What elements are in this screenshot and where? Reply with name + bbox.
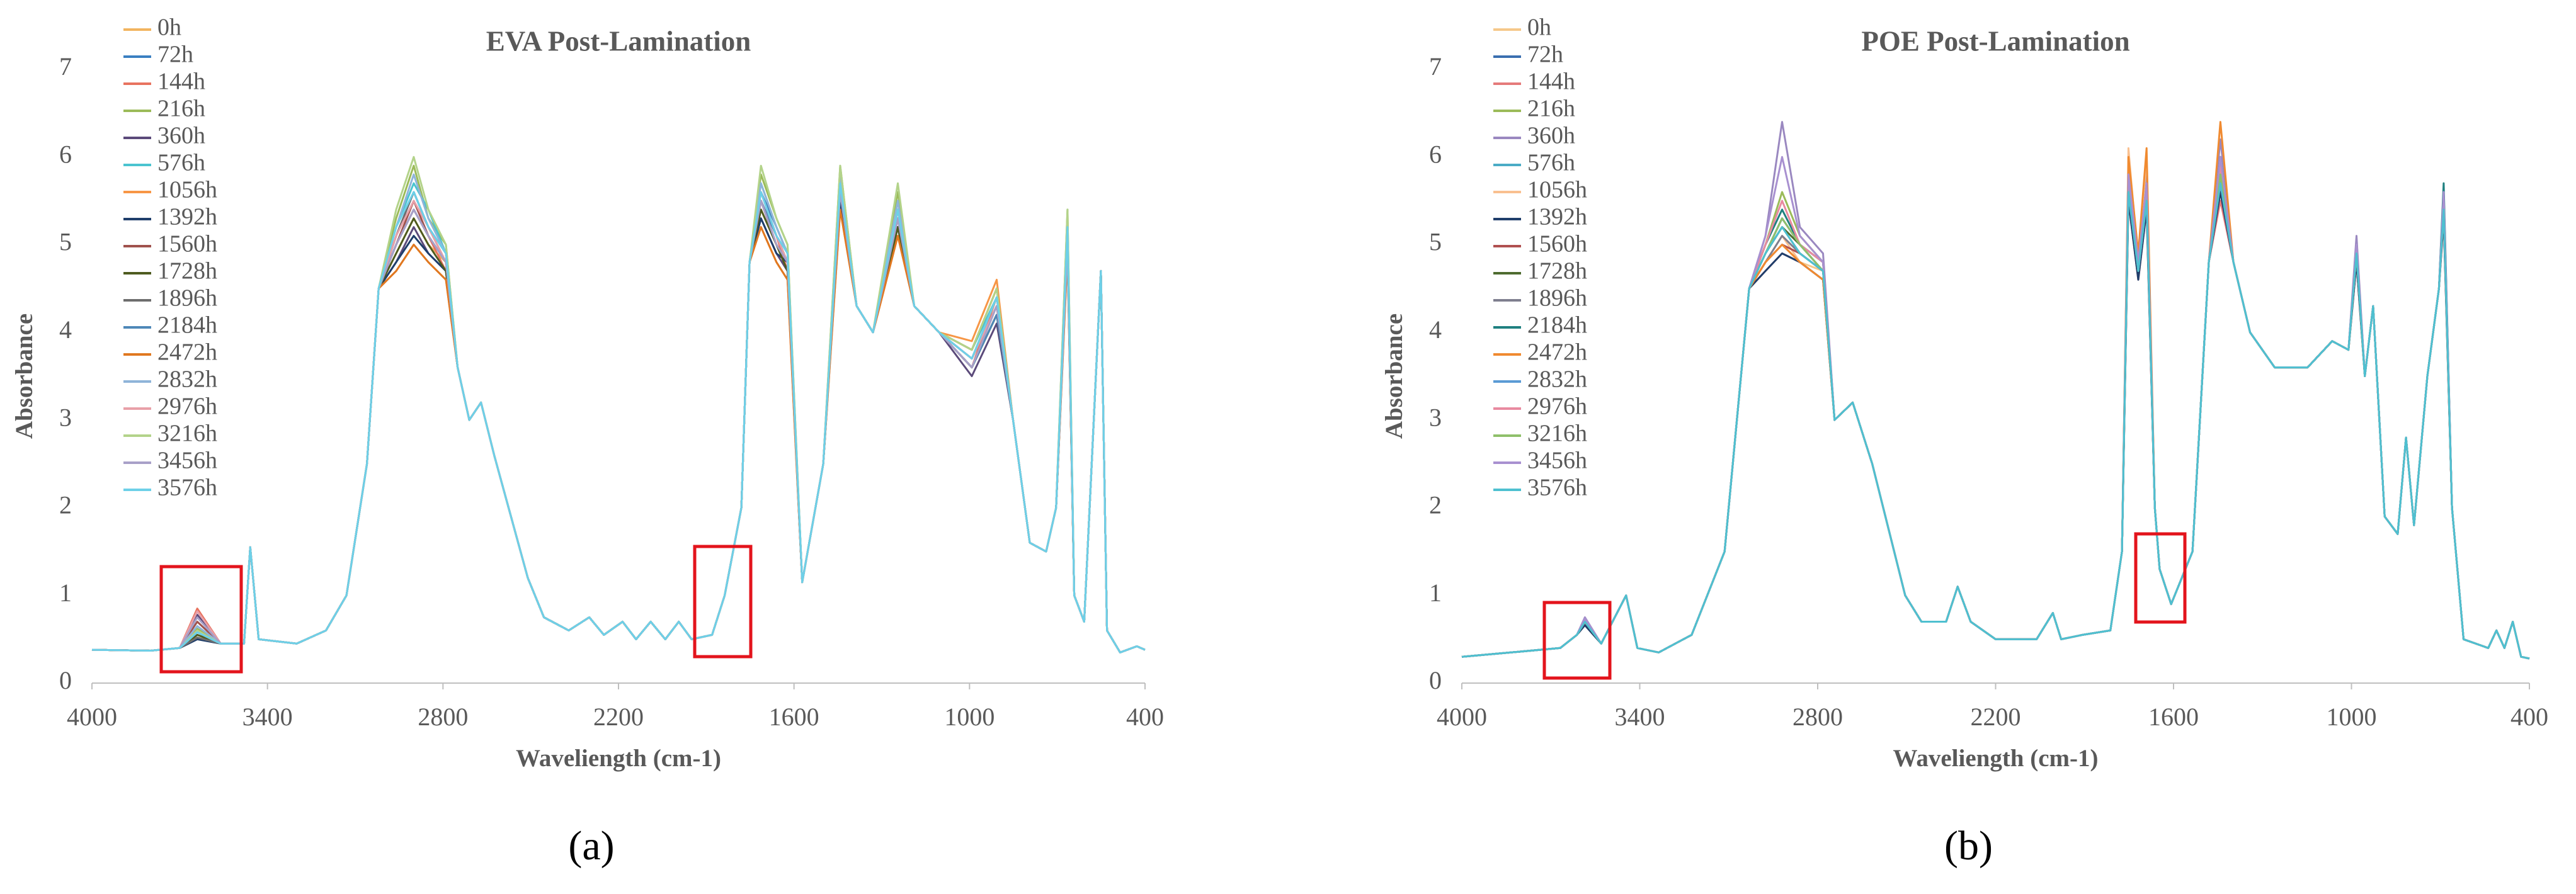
- y-tick-label: 4: [59, 315, 72, 344]
- highlight-box: [159, 565, 243, 674]
- chart-title: EVA Post-Lamination: [486, 25, 751, 57]
- legend-label: 144h: [157, 69, 205, 95]
- legend-label: 3216h: [157, 421, 217, 447]
- x-tick-label: 2200: [1971, 703, 2021, 731]
- legend-label: 1056h: [157, 177, 217, 203]
- spectrum-line: [1461, 182, 2530, 660]
- legend-label: 144h: [1527, 69, 1575, 95]
- legend-label: 2832h: [157, 366, 217, 393]
- x-tick-label: 4000: [67, 703, 117, 731]
- legend-label: 2472h: [157, 339, 217, 366]
- x-tick-label: 3400: [242, 703, 293, 731]
- y-tick-label: 0: [59, 666, 72, 694]
- legend-label: 360h: [157, 123, 205, 149]
- legend-label: 0h: [1527, 14, 1551, 41]
- x-tick-label: 3400: [1615, 703, 1665, 731]
- y-tick-label: 1: [1429, 579, 1442, 607]
- legend-label: 72h: [157, 42, 193, 68]
- y-tick-label: 7: [59, 52, 72, 81]
- x-axis-label: Waveliength (cm-1): [516, 745, 721, 772]
- y-axis-label: Absorbance: [1381, 314, 1408, 439]
- x-tick-label: 1600: [2148, 703, 2199, 731]
- y-tick-label: 6: [1429, 140, 1442, 168]
- y-tick-label: 7: [1429, 52, 1442, 81]
- x-tick-label: 2200: [593, 703, 644, 731]
- y-tick-label: 4: [1429, 315, 1442, 344]
- y-tick-label: 3: [1429, 403, 1442, 431]
- legend-label: 3576h: [1527, 475, 1587, 501]
- x-tick-label: 400: [2510, 703, 2548, 731]
- legend-label: 576h: [157, 150, 205, 176]
- legend-label: 72h: [1527, 42, 1563, 68]
- legend-label: 2976h: [157, 393, 217, 420]
- legend-label: 1728h: [1527, 258, 1587, 285]
- legend-label: 1896h: [1527, 285, 1587, 312]
- highlight-boxes: [159, 532, 2187, 680]
- legend-label: 3576h: [157, 475, 217, 501]
- highlight-box: [693, 545, 753, 659]
- chart: EVA Post-Lamination Waveliength (cm-1) Abs…: [11, 14, 1164, 869]
- legend-label: 1560h: [157, 231, 217, 257]
- legend-label: 2832h: [1527, 366, 1587, 393]
- x-tick-label: 2800: [1792, 703, 1843, 731]
- legend-label: 0h: [157, 14, 181, 41]
- legend-label: 216h: [157, 96, 205, 122]
- legend-label: 2976h: [1527, 393, 1587, 420]
- highlight-box: [1542, 601, 1612, 680]
- legend-label: 2184h: [1527, 312, 1587, 339]
- x-tick-label: 2800: [418, 703, 468, 731]
- y-axis-label: Absorbance: [11, 314, 38, 439]
- spectrum-line: [91, 182, 1146, 654]
- x-tick-label: 1600: [769, 703, 819, 731]
- chart: POE Post-Lamination Waveliength (cm-1) Abs…: [1381, 14, 2548, 869]
- caption: (b): [1944, 823, 1993, 869]
- legend-label: 1392h: [1527, 204, 1587, 230]
- legend-label: 216h: [1527, 96, 1575, 122]
- chart-title: POE Post-Lamination: [1861, 25, 2129, 57]
- x-tick-label: 1000: [2327, 703, 2377, 731]
- legend-label: 576h: [1527, 150, 1575, 176]
- y-tick-label: 5: [1429, 228, 1442, 256]
- x-tick-label: 4000: [1437, 703, 1487, 731]
- legend-label: 360h: [1527, 123, 1575, 149]
- highlight-box: [2134, 532, 2187, 624]
- legend-label: 3456h: [157, 448, 217, 474]
- y-tick-label: 5: [59, 228, 72, 256]
- legend-label: 1392h: [157, 204, 217, 230]
- legend-label: 2184h: [157, 312, 217, 339]
- legend-label: 2472h: [1527, 339, 1587, 366]
- legend-label: 1728h: [157, 258, 217, 285]
- y-tick-label: 2: [59, 491, 72, 519]
- x-tick-label: 1000: [944, 703, 994, 731]
- y-tick-label: 1: [59, 579, 72, 607]
- legend-label: 3216h: [1527, 421, 1587, 447]
- x-axis-label: Waveliength (cm-1): [1893, 745, 2098, 772]
- legend-label: 1560h: [1527, 231, 1587, 257]
- y-tick-label: 0: [1429, 666, 1442, 694]
- legend-label: 1056h: [1527, 177, 1587, 203]
- legend-label: 1896h: [157, 285, 217, 312]
- y-tick-label: 6: [59, 140, 72, 168]
- caption: (a): [568, 823, 614, 869]
- y-tick-label: 3: [59, 403, 72, 431]
- x-tick-label: 400: [1126, 703, 1164, 731]
- y-tick-label: 2: [1429, 491, 1442, 519]
- legend-label: 3456h: [1527, 448, 1587, 474]
